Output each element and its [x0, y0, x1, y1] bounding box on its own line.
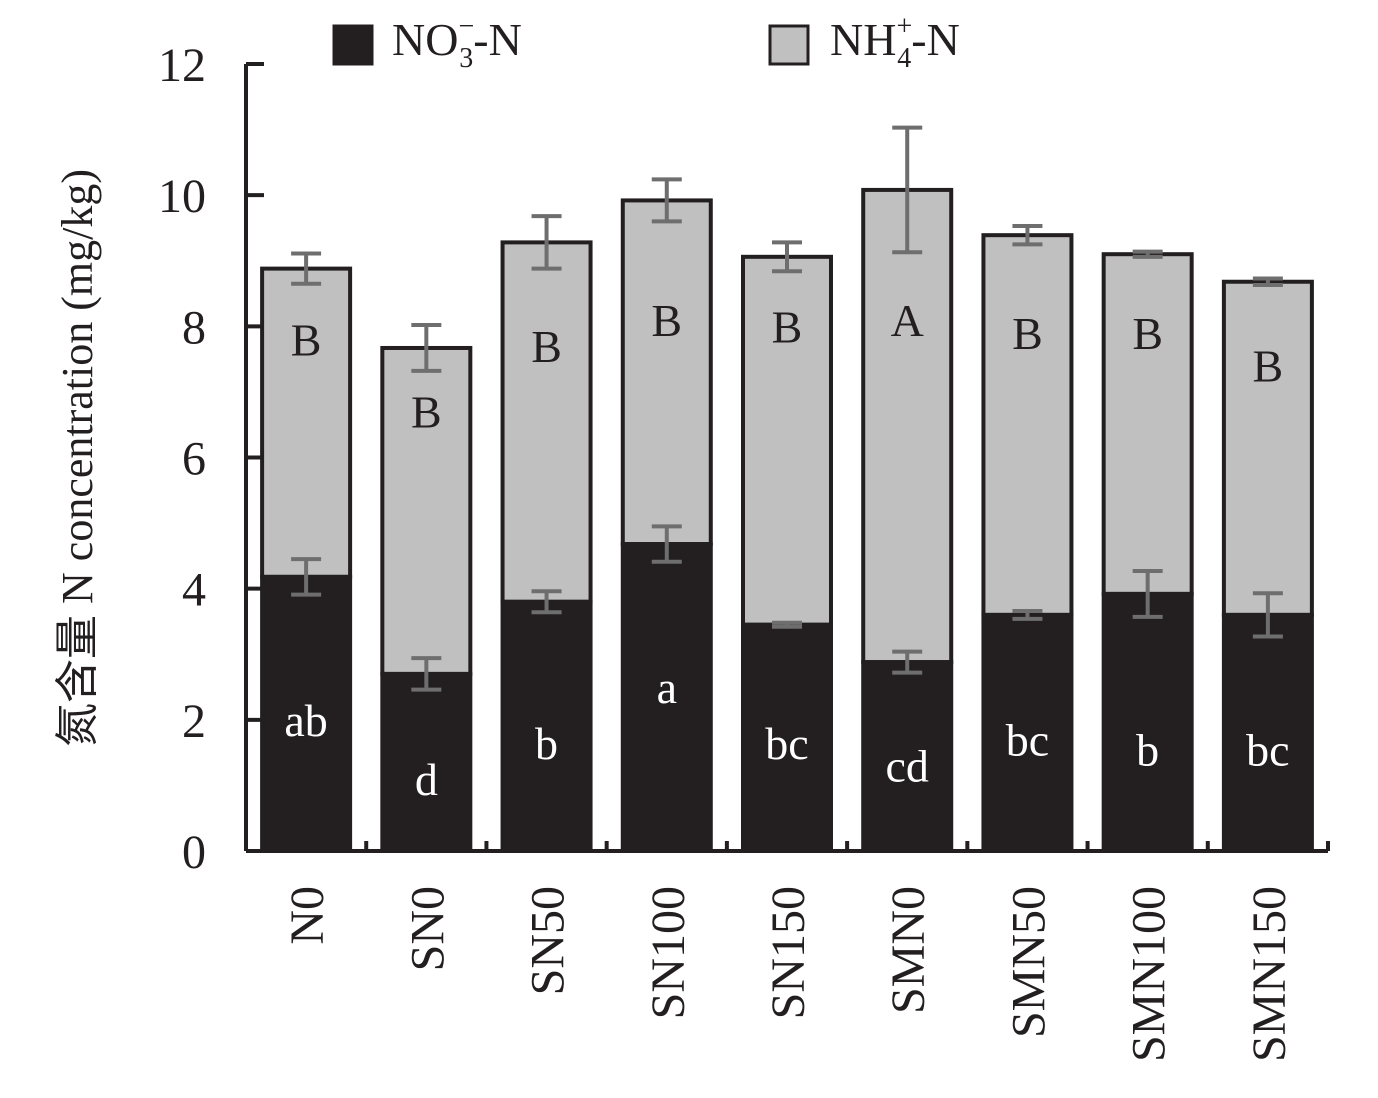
significance-letter-nh4: B [772, 301, 803, 352]
y-axis-label: 氮含量 N concentration (mg/kg) [53, 169, 102, 747]
legend-swatch [768, 24, 810, 66]
significance-letter-no3: ab [284, 695, 327, 746]
y-tick-label: 10 [158, 170, 206, 223]
y-tick-label: 4 [182, 564, 206, 617]
significance-letter-no3: b [1136, 724, 1159, 775]
x-tick-label: N0 [281, 886, 334, 945]
bar-no3 [500, 599, 593, 853]
significance-letter-nh4: B [651, 295, 682, 346]
bar-nh4 [741, 254, 833, 627]
bars: ab Bd Bb Ba Bbc Bcd Abc Bb Bbc B [260, 125, 1314, 854]
x-tick-label: SMN50 [1002, 886, 1055, 1038]
x-tick-label: SN50 [522, 886, 575, 995]
y-tick-label: 0 [182, 826, 206, 879]
significance-letter-nh4: B [411, 387, 442, 438]
bar-nh4 [861, 187, 954, 665]
legend-label: NO− 3-N [392, 11, 522, 74]
y-axis: 0 2 4 6 8 10 12 [158, 39, 264, 879]
x-tick-label: SN0 [401, 886, 454, 971]
significance-letter-no3: b [535, 718, 558, 769]
significance-letter-no3: cd [886, 741, 929, 792]
bar-nh4 [1221, 279, 1314, 617]
bar-no3 [380, 671, 473, 853]
bar-nh4 [380, 345, 473, 676]
bar-nh4 [260, 266, 353, 579]
bar-no3 [981, 612, 1074, 854]
bar-no3 [1101, 591, 1194, 853]
bar-nh4 [620, 198, 713, 547]
x-tick-label: SMN0 [882, 886, 935, 1014]
bar-no3 [741, 622, 833, 853]
significance-letter-no3: bc [1006, 715, 1049, 766]
y-tick-label: 2 [182, 695, 206, 748]
y-tick-label: 6 [182, 433, 206, 486]
y-tick-label: 12 [158, 39, 206, 92]
significance-letter-nh4: B [291, 314, 322, 365]
y-tick-label: 8 [182, 301, 206, 354]
significance-letter-no3: bc [1246, 724, 1289, 775]
x-tick-label: SN100 [642, 886, 695, 1019]
significance-letter-nh4: B [531, 321, 562, 372]
bar-nh4 [500, 240, 593, 604]
x-tick-label: SN150 [762, 886, 815, 1019]
bar-no3 [620, 542, 713, 853]
bar-nh4 [981, 233, 1074, 617]
significance-letter-nh4: B [1253, 341, 1284, 392]
significance-letter-no3: bc [765, 718, 808, 769]
significance-letter-no3: d [415, 754, 438, 805]
significance-letter-nh4: B [1012, 308, 1043, 359]
legend: NO− 3-N NH+ 4-N [332, 11, 960, 74]
significance-letter-nh4: A [891, 295, 924, 346]
legend-label: NH+ 4-N [830, 11, 960, 74]
significance-letter-nh4: B [1132, 308, 1163, 359]
legend-swatch [332, 24, 374, 66]
bar-nh4 [1101, 252, 1194, 596]
significance-letter-no3: a [657, 662, 677, 713]
x-tick-label: SMN150 [1243, 886, 1296, 1062]
x-tick-label: SMN100 [1123, 886, 1176, 1062]
x-axis: N0 SN0 SN50 SN100 SN150 SMN0 SMN50 SMN100 SMN150 [246, 841, 1330, 1062]
